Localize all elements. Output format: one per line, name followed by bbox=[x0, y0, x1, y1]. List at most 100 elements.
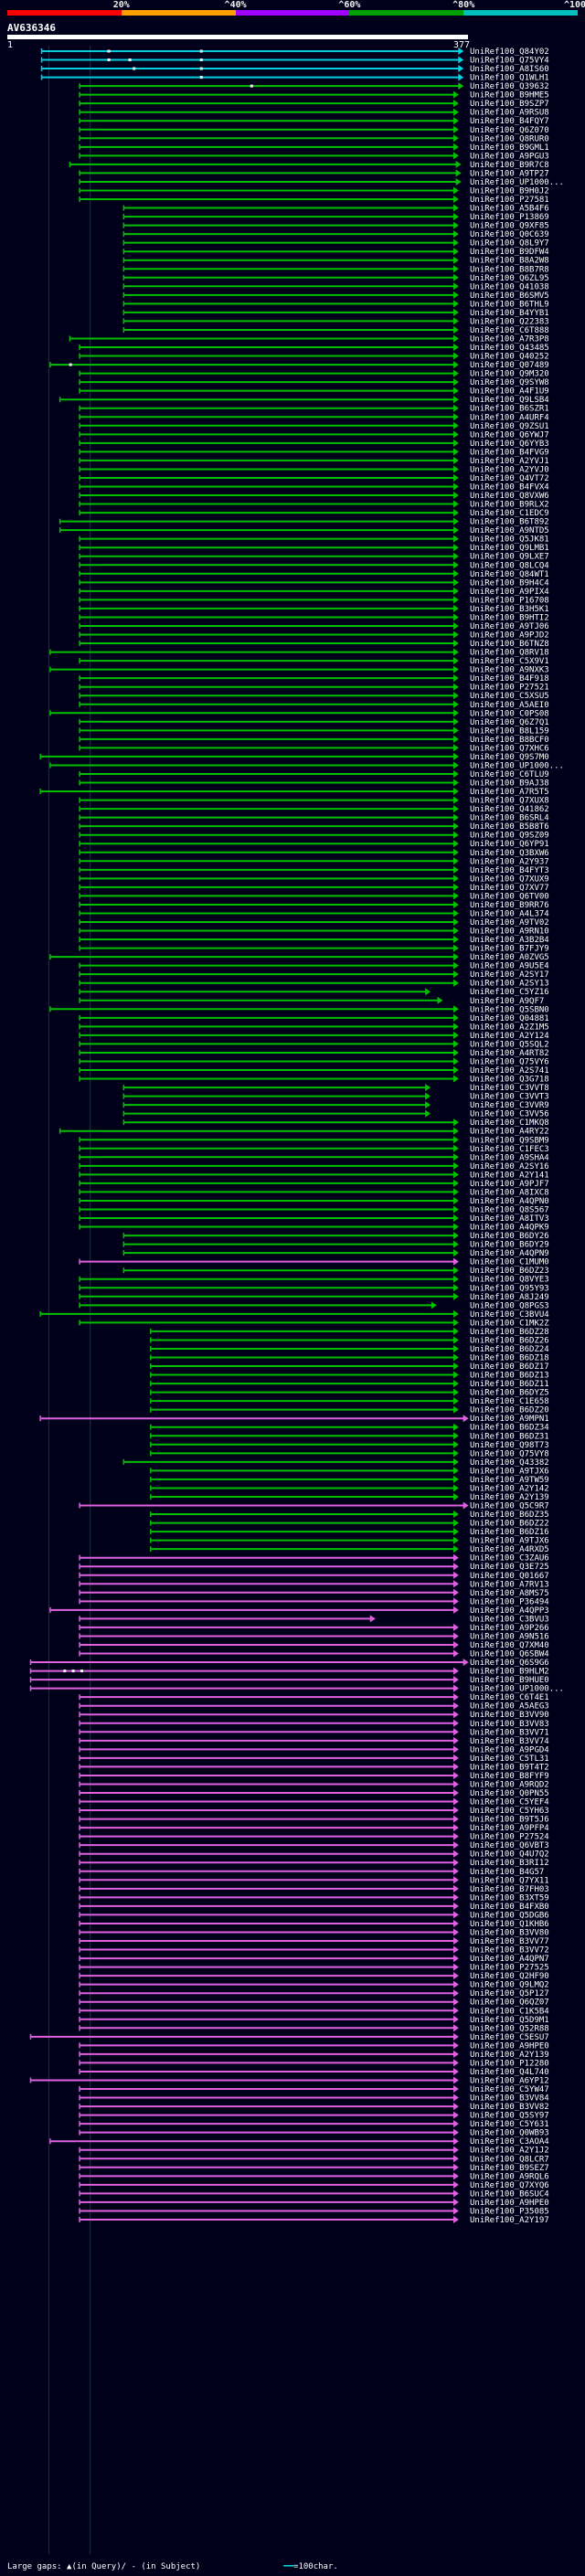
hit-row[interactable]: UniRef100_Q40252 bbox=[79, 352, 549, 362]
hit-label[interactable]: UniRef100_B4FVG9 bbox=[470, 448, 549, 457]
hit-label[interactable]: UniRef100_Q6YYB3 bbox=[470, 440, 549, 449]
hit-label[interactable]: UniRef100_Q3G718 bbox=[470, 1076, 549, 1085]
hit-row[interactable]: UniRef100_C5YW47 bbox=[79, 2085, 549, 2094]
hit-row[interactable]: UniRef100_Q8VXW6 bbox=[79, 492, 549, 501]
hit-row[interactable]: UniRef100_Q9LSB4 bbox=[58, 396, 549, 405]
hit-row[interactable]: UniRef100_A9P266 bbox=[79, 1623, 549, 1633]
hit-label[interactable]: UniRef100_B9SEZ7 bbox=[470, 2164, 549, 2173]
hit-label[interactable]: UniRef100_A2SY16 bbox=[470, 1162, 549, 1171]
hit-label[interactable]: UniRef100_A4QPK9 bbox=[470, 1224, 549, 1233]
hit-label[interactable]: UniRef100_Q6Z7Q1 bbox=[470, 718, 549, 727]
hit-row[interactable]: UniRef100_Q5JK81 bbox=[79, 535, 549, 545]
hit-row[interactable]: UniRef100_Q7XYQ6 bbox=[79, 2180, 549, 2190]
hit-row[interactable]: UniRef100_A9NTD5 bbox=[58, 526, 549, 535]
hit-row[interactable]: UniRef100_Q75VY4 bbox=[40, 56, 549, 66]
hit-row[interactable]: UniRef100_Q3E725 bbox=[79, 1563, 549, 1572]
hit-row[interactable]: UniRef100_B8FYF9 bbox=[79, 1771, 549, 1781]
hit-row[interactable]: UniRef100_Q9SZ09 bbox=[79, 831, 549, 841]
hit-row[interactable]: UniRef100_B6DYZ5 bbox=[150, 1388, 549, 1398]
hit-label[interactable]: UniRef100_Q3E725 bbox=[470, 1563, 549, 1572]
hit-label[interactable]: UniRef100_Q4VT72 bbox=[470, 474, 549, 483]
hit-label[interactable]: UniRef100_Q22383 bbox=[470, 317, 549, 326]
hit-row[interactable]: UniRef100_B6DZ17 bbox=[150, 1362, 549, 1372]
hit-row[interactable]: UniRef100_A2YVJ0 bbox=[79, 465, 549, 474]
hit-label[interactable]: UniRef100_A9PGD4 bbox=[470, 1745, 549, 1754]
hit-row[interactable]: UniRef100_B3VV71 bbox=[79, 1728, 549, 1737]
hit-label[interactable]: UniRef100_B6SZR1 bbox=[470, 405, 549, 414]
hit-label[interactable]: UniRef100_Q9LXE7 bbox=[470, 553, 549, 562]
hit-row[interactable]: UniRef100_B4YYB1 bbox=[122, 308, 549, 318]
hit-row[interactable]: UniRef100_Q75VY6 bbox=[79, 1057, 549, 1066]
hit-label[interactable]: UniRef100_B6DZ18 bbox=[470, 1354, 549, 1363]
hit-label[interactable]: UniRef100_B4FVX4 bbox=[470, 483, 549, 493]
hit-label[interactable]: UniRef100_B6DZ26 bbox=[470, 1336, 549, 1345]
hit-row[interactable]: UniRef100_Q4U7Q2 bbox=[79, 1850, 549, 1860]
hit-row[interactable]: UniRef100_Q7XHC6 bbox=[79, 744, 549, 753]
hit-row[interactable]: UniRef100_A9N516 bbox=[79, 1632, 549, 1641]
hit-label[interactable]: UniRef100_B6DY29 bbox=[470, 1241, 549, 1250]
hit-row[interactable]: UniRef100_Q5C9R7 bbox=[79, 1501, 549, 1511]
hit-row[interactable]: UniRef100_B6DZ31 bbox=[150, 1432, 549, 1441]
hit-row[interactable]: UniRef100_B6SMV5 bbox=[122, 291, 549, 301]
hit-label[interactable]: UniRef100_Q8RUR0 bbox=[470, 134, 549, 143]
hit-row[interactable]: UniRef100_Q5P127 bbox=[79, 1989, 549, 1998]
hit-row[interactable]: UniRef100_B6DZ26 bbox=[150, 1336, 549, 1345]
hit-row[interactable]: UniRef100_Q22383 bbox=[122, 317, 549, 326]
hit-row[interactable]: UniRef100_A8MS75 bbox=[79, 1588, 549, 1598]
hit-label[interactable]: UniRef100_P16708 bbox=[470, 596, 549, 605]
hit-label[interactable]: UniRef100_A4URF4 bbox=[470, 413, 549, 422]
hit-row[interactable]: UniRef100_A6YP12 bbox=[29, 2076, 549, 2085]
hit-row[interactable]: UniRef100_B4F918 bbox=[79, 674, 549, 684]
hit-row[interactable]: UniRef100_Q9XF85 bbox=[122, 221, 549, 231]
hit-row[interactable]: UniRef100_B9RLX2 bbox=[79, 500, 549, 510]
hit-row[interactable]: UniRef100_Q95Y93 bbox=[79, 1284, 549, 1293]
hit-row[interactable]: UniRef100_P16708 bbox=[79, 596, 549, 605]
hit-label[interactable]: UniRef100_P27524 bbox=[470, 1833, 549, 1842]
hit-label[interactable]: UniRef100_B9RR76 bbox=[470, 901, 549, 910]
hit-label[interactable]: UniRef100_Q9XF85 bbox=[470, 222, 549, 231]
hit-label[interactable]: UniRef100_A9NXK3 bbox=[470, 666, 549, 675]
hit-label[interactable]: UniRef100_C5YZ16 bbox=[470, 988, 549, 997]
hit-label[interactable]: UniRef100_Q75VY8 bbox=[470, 1449, 549, 1458]
hit-row[interactable]: UniRef100_A2Y937 bbox=[79, 857, 549, 866]
hit-label[interactable]: UniRef100_Q6TV00 bbox=[470, 892, 549, 901]
hit-row[interactable]: UniRef100_B9AJ38 bbox=[79, 779, 549, 789]
hit-label[interactable]: UniRef100_A4QPN9 bbox=[470, 1249, 549, 1258]
hit-row[interactable]: UniRef100_B6DY26 bbox=[122, 1232, 549, 1241]
hit-row[interactable]: UniRef100_Q43485 bbox=[79, 344, 549, 353]
hit-label[interactable]: UniRef100_B3VV74 bbox=[470, 1737, 549, 1746]
hit-row[interactable]: UniRef100_B9HTI2 bbox=[79, 613, 549, 622]
hit-label[interactable]: UniRef100_A9PJF7 bbox=[470, 1180, 549, 1189]
hit-label[interactable]: UniRef100_Q7XUX9 bbox=[470, 875, 549, 884]
hit-row[interactable]: UniRef100_Q01667 bbox=[79, 1571, 549, 1581]
hit-row[interactable]: UniRef100_Q7YX11 bbox=[79, 1876, 549, 1885]
hit-row[interactable]: UniRef100_B8A2W8 bbox=[122, 256, 549, 266]
hit-row[interactable]: UniRef100_Q7XUX9 bbox=[79, 875, 549, 884]
hit-label[interactable]: UniRef100_Q5D9M1 bbox=[470, 2016, 549, 2025]
hit-label[interactable]: UniRef100_Q8VXW6 bbox=[470, 492, 549, 501]
hit-label[interactable]: UniRef100_Q8VYE3 bbox=[470, 1276, 549, 1285]
hit-row[interactable]: UniRef100_C3BVU3 bbox=[79, 1615, 549, 1624]
hit-label[interactable]: UniRef100_Q0C639 bbox=[470, 230, 549, 239]
hit-row[interactable]: UniRef100_B6DY29 bbox=[122, 1240, 549, 1250]
hit-label[interactable]: UniRef100_B3VV90 bbox=[470, 1711, 549, 1720]
hit-label[interactable]: UniRef100_B3VV72 bbox=[470, 1946, 549, 1956]
hit-row[interactable]: UniRef100_B9R7C8 bbox=[69, 160, 549, 170]
hit-label[interactable]: UniRef100_B9AJ38 bbox=[470, 779, 549, 789]
hit-row[interactable]: UniRef100_Q8VYE3 bbox=[79, 1275, 549, 1285]
hit-label[interactable]: UniRef100_Q84WT1 bbox=[470, 570, 549, 579]
hit-row[interactable]: UniRef100_A7R3P8 bbox=[69, 334, 549, 344]
hit-label[interactable]: UniRef100_Q9SYW8 bbox=[470, 378, 549, 387]
hit-label[interactable]: UniRef100_C1EDC9 bbox=[470, 509, 549, 518]
hit-label[interactable]: UniRef100_Q7XUX8 bbox=[470, 797, 549, 806]
hit-label[interactable]: UniRef100_B4FYT3 bbox=[470, 866, 549, 875]
hit-row[interactable]: UniRef100_B3VV82 bbox=[79, 2103, 549, 2112]
hit-row[interactable]: UniRef100_Q8LCR7 bbox=[79, 2155, 549, 2164]
hit-label[interactable]: UniRef100_Q5P127 bbox=[470, 1989, 549, 1998]
hit-row[interactable]: UniRef100_Q5SQL2 bbox=[79, 1040, 549, 1049]
hit-row[interactable]: UniRef100_C5YEF4 bbox=[79, 1797, 549, 1807]
hit-row[interactable]: UniRef100_B3VV84 bbox=[79, 2094, 549, 2104]
hit-label[interactable]: UniRef100_Q3BXW6 bbox=[470, 849, 549, 858]
hit-row[interactable]: UniRef100_B9HUE0 bbox=[29, 1676, 549, 1685]
hit-row[interactable]: UniRef100_B9H0J2 bbox=[79, 186, 549, 196]
